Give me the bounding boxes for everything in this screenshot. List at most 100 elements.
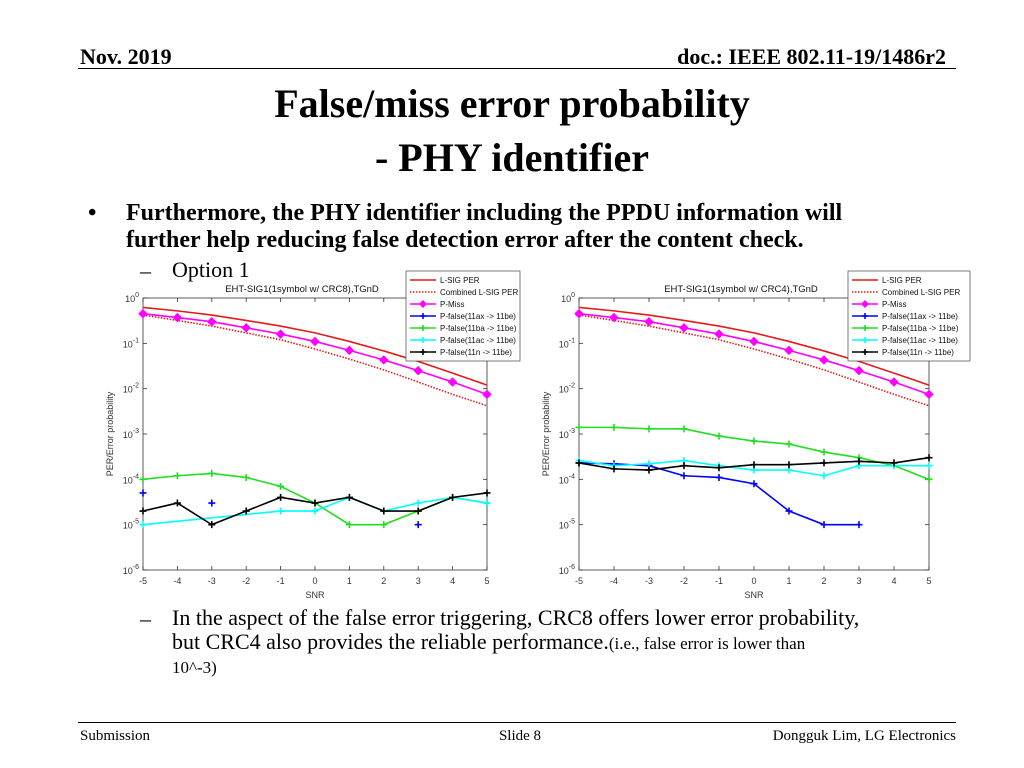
sub2-text: In the aspect of the false error trigger… xyxy=(172,606,952,680)
marker-p-miss xyxy=(138,308,148,319)
x-tick-label: -1 xyxy=(715,576,723,586)
y-axis-label: PER/Error probability xyxy=(105,391,115,476)
marker-p-false-11ba-11be xyxy=(925,475,933,483)
marker-p-miss xyxy=(241,322,252,333)
legend-label-combined-l-sig-per: Combined L-SIG PER xyxy=(882,288,960,297)
y-tick-label: 10-4 xyxy=(559,473,575,485)
marker-p-false-11n-11be xyxy=(575,459,583,467)
marker-p-false-11n-11be xyxy=(380,507,388,515)
sub1-dash: – xyxy=(140,258,151,283)
marker-p-miss xyxy=(889,377,899,387)
x-tick-label: -3 xyxy=(208,576,216,586)
marker-p-miss xyxy=(924,389,934,400)
x-tick-label: 3 xyxy=(856,576,861,586)
bullet-marker: • xyxy=(88,200,97,226)
footer-slide-number: Slide 8 xyxy=(498,728,542,744)
marker-p-false-11ac-11be xyxy=(414,499,422,507)
marker-p-false-11n-11be xyxy=(208,521,216,529)
marker-p-false-11ba-11be xyxy=(208,469,216,477)
marker-p-false-11ac-11be xyxy=(925,462,933,470)
marker-p-miss xyxy=(275,329,286,339)
marker-p-false-11ax-11be xyxy=(414,521,422,529)
marker-p-false-11ba-11be xyxy=(820,448,828,456)
header-date: Nov. 2019 xyxy=(80,44,172,69)
y-tick-label: 10-6 xyxy=(123,564,139,576)
chart-title: EHT-SIG1(1symbol w/ CRC8),TGnD xyxy=(225,284,379,295)
marker-p-false-11ax-11be xyxy=(680,472,688,480)
marker-p-false-11ac-11be xyxy=(311,507,319,515)
header-rule xyxy=(78,68,956,69)
y-tick-label: 10-4 xyxy=(123,473,139,485)
x-tick-label: 1 xyxy=(347,576,352,586)
marker-p-false-11ba-11be xyxy=(139,475,147,483)
marker-p-miss xyxy=(854,365,864,376)
marker-p-miss xyxy=(482,389,492,400)
chart-title: EHT-SIG1(1symbol w/ CRC4),TGnD xyxy=(664,284,818,295)
marker-p-false-11ax-11be xyxy=(855,521,863,529)
marker-p-false-11n-11be xyxy=(345,493,353,501)
marker-p-false-11ba-11be xyxy=(380,521,388,529)
chart-crc8: -5 -4 -3 -2 -1 0 1 2 3 4 5 100 10-1 10-2 10-3 10-4 10-5 1… xyxy=(100,268,530,605)
x-tick-label: -4 xyxy=(610,576,618,586)
x-tick-label: 0 xyxy=(751,576,756,586)
marker-p-false-11ax-11be xyxy=(715,473,723,481)
marker-p-false-11n-11be xyxy=(311,499,319,507)
marker-p-false-11ba-11be xyxy=(345,521,353,529)
marker-p-false-11n-11be xyxy=(139,507,147,515)
marker-p-false-11n-11be xyxy=(449,493,457,501)
marker-p-false-11ac-11be xyxy=(277,507,285,515)
marker-p-false-11ax-11be xyxy=(139,489,147,497)
x-tick-label: -1 xyxy=(277,576,285,586)
y-axis-label: PER/Error probability xyxy=(541,391,551,476)
series-line-combined-l-sig-per xyxy=(142,314,488,407)
legend-marker-p-false-11ax-11be xyxy=(862,313,868,319)
marker-p-miss xyxy=(310,336,320,347)
marker-p-false-11n-11be xyxy=(645,466,653,474)
x-tick-label: 0 xyxy=(312,576,317,586)
marker-p-miss xyxy=(206,316,217,327)
x-tick-label: -3 xyxy=(645,576,653,586)
y-tick-label: 10-6 xyxy=(559,564,575,576)
marker-p-false-11ba-11be xyxy=(750,437,758,445)
x-tick-label: 4 xyxy=(450,576,455,586)
marker-p-false-11ac-11be xyxy=(645,460,653,468)
y-tick-label: 10-2 xyxy=(123,383,139,395)
x-tick-label: 5 xyxy=(926,576,931,586)
marker-p-miss xyxy=(749,336,759,347)
marker-p-false-11ba-11be xyxy=(715,432,723,440)
marker-p-miss xyxy=(609,312,619,323)
marker-p-false-11n-11be xyxy=(483,489,491,497)
marker-p-false-11n-11be xyxy=(890,459,898,467)
series-line-combined-l-sig-per xyxy=(578,314,930,407)
sub2-dash: – xyxy=(140,606,151,631)
legend-marker-p-false-11ba-11be xyxy=(420,325,426,331)
marker-p-miss xyxy=(378,355,389,365)
marker-p-false-11ba-11be xyxy=(277,482,285,490)
legend-label-combined-l-sig-per: Combined L-SIG PER xyxy=(440,288,518,297)
marker-p-false-11ax-11be xyxy=(750,480,758,488)
legend-marker-p-false-11ac-11be xyxy=(862,337,868,343)
marker-p-miss xyxy=(447,377,458,387)
marker-p-false-11ba-11be xyxy=(173,472,181,480)
x-tick-label: 1 xyxy=(786,576,791,586)
legend-marker-p-false-11ba-11be xyxy=(862,325,868,331)
legend-label-p-false-11ba-11be: P-false(11ba -> 11be) xyxy=(440,324,517,333)
marker-p-miss xyxy=(819,355,829,365)
y-tick-label: 10-5 xyxy=(123,519,139,531)
x-axis-label: SNR xyxy=(305,590,325,600)
legend-label-p-false-11n-11be: P-false(11n -> 11be) xyxy=(440,348,512,357)
chart-crc4: -5 -4 -3 -2 -1 0 1 2 3 4 5 100 10-1 10-2 10-3 10-4 10-5 1… xyxy=(536,268,976,605)
sub2-line3: 10^-3) xyxy=(172,658,217,677)
marker-p-false-11n-11be xyxy=(277,493,285,501)
sub2-line2b: (i.e., false error is lower than xyxy=(608,634,806,653)
marker-p-false-11n-11be xyxy=(855,457,863,465)
series-line-l-sig-per xyxy=(578,306,930,386)
y-tick-label: 10-5 xyxy=(559,519,575,531)
marker-p-miss xyxy=(714,329,724,339)
y-tick-label: 10-2 xyxy=(559,383,575,395)
marker-p-miss xyxy=(574,308,584,319)
y-tick-label: 10-1 xyxy=(123,337,139,349)
x-tick-label: 3 xyxy=(416,576,421,586)
sub2-line2a: but CRC4 also provides the reliable perf… xyxy=(172,629,609,654)
marker-p-miss xyxy=(413,365,424,376)
